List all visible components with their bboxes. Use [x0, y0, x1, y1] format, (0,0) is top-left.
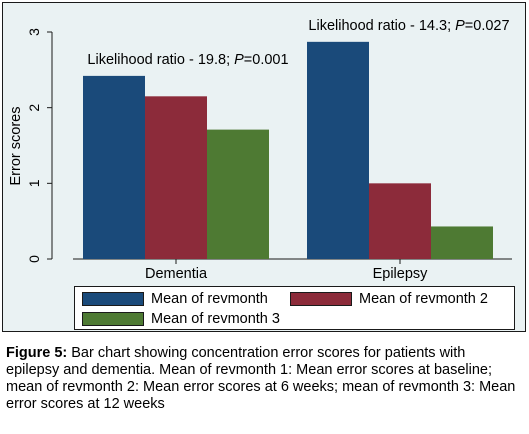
- legend-item-series-1: Mean of revmonth: [82, 291, 268, 307]
- legend-item-series-3: Mean of revmonth 3: [82, 311, 280, 327]
- y-tick-label: 1: [26, 179, 42, 187]
- bar-epilepsy-series-2: [369, 183, 431, 259]
- chart-legend: Mean of revmonth Mean of revmonth 2 Mean…: [74, 286, 515, 330]
- caption-text: Bar chart showing concentration error sc…: [6, 345, 516, 412]
- bar-chart: 0 1 2 3 Error scores Dementia Epilepsy Likeliho…: [8, 18, 512, 282]
- bar-dementia-series-2: [145, 96, 207, 259]
- legend-swatch-series-1: [82, 292, 144, 307]
- bar-epilepsy-series-1: [307, 41, 369, 259]
- bar-epilepsy-series-3: [431, 226, 493, 259]
- annotation-likelihood-epilepsy: Likelihood ratio - 14.3; P=0.027: [308, 18, 509, 34]
- bar-dementia-series-3: [207, 129, 269, 259]
- bar-dementia-series-1: [83, 75, 145, 260]
- legend-swatch-series-2: [290, 292, 352, 307]
- y-axis-title: Error scores: [8, 107, 24, 186]
- x-tick-label: Dementia: [145, 266, 208, 282]
- y-tick-label: 3: [26, 28, 42, 36]
- x-tick-label: Epilepsy: [373, 266, 429, 282]
- y-tick-label: 0: [26, 255, 42, 263]
- legend-label-series-2: Mean of revmonth 2: [359, 291, 488, 307]
- legend-label-series-1: Mean of revmonth: [151, 291, 268, 307]
- caption-label: Figure 5:: [6, 345, 68, 361]
- y-tick-label: 2: [26, 104, 42, 112]
- annotation-likelihood-dementia: Likelihood ratio - 19.8; P=0.001: [87, 52, 288, 68]
- legend-item-series-2: Mean of revmonth 2: [290, 291, 488, 307]
- legend-label-series-3: Mean of revmonth 3: [151, 311, 280, 327]
- chart-panel: 0 1 2 3 Error scores Dementia Epilepsy Likeliho…: [2, 2, 526, 332]
- legend-swatch-series-3: [82, 312, 144, 327]
- figure-caption: Figure 5: Bar chart showing concentratio…: [6, 345, 522, 413]
